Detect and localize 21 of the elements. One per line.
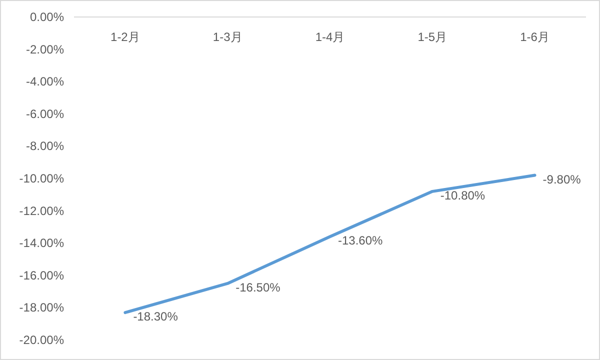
ytick: -18.00% bbox=[19, 300, 64, 315]
data-label: -13.60% bbox=[338, 234, 383, 248]
data-label: -9.80% bbox=[542, 172, 581, 186]
data-label: -16.50% bbox=[236, 280, 280, 294]
xtick: 1-2月 bbox=[110, 30, 140, 44]
xtick: 1-3月 bbox=[212, 30, 242, 44]
ytick: -20.00% bbox=[19, 333, 64, 347]
ytick: -4.00% bbox=[26, 74, 64, 89]
ytick: -6.00% bbox=[26, 106, 64, 121]
ytick: -12.00% bbox=[19, 204, 64, 218]
ytick: -16.00% bbox=[19, 268, 64, 282]
ytick: -10.00% bbox=[19, 172, 64, 186]
ytick: 0.00% bbox=[30, 10, 64, 24]
data-label: -10.80% bbox=[440, 188, 486, 202]
xtick: 1-6月 bbox=[520, 30, 550, 44]
ytick: -8.00% bbox=[26, 139, 64, 154]
ytick: -14.00% bbox=[19, 236, 64, 250]
xtick: 1-5月 bbox=[418, 30, 448, 44]
ytick: -2.00% bbox=[26, 42, 64, 56]
xtick: 1-4月 bbox=[315, 30, 345, 44]
data-label: -18.30% bbox=[133, 310, 178, 324]
